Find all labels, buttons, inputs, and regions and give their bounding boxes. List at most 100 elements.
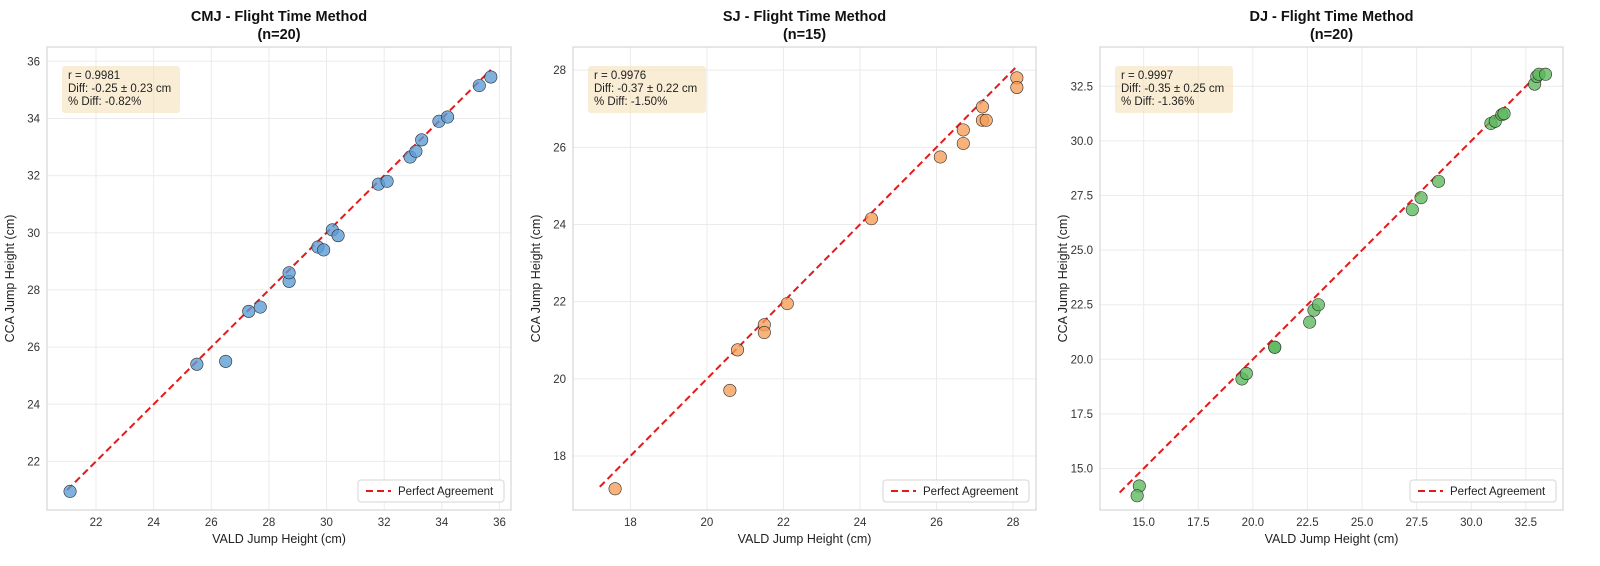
data-point <box>979 113 993 127</box>
data-point <box>1010 81 1024 95</box>
data-point <box>1130 489 1144 503</box>
y-tick-label: 34 <box>27 113 40 125</box>
data-point <box>253 300 267 314</box>
data-point <box>380 174 394 188</box>
y-tick-label: 32.5 <box>1071 81 1093 93</box>
x-tick-label: 30 <box>320 517 333 529</box>
data-point <box>723 383 737 397</box>
y-tick-label: 15.0 <box>1071 464 1093 476</box>
x-tick-label: 22 <box>777 517 790 529</box>
y-tick-label: 32 <box>27 171 40 183</box>
stats-line: r = 0.9997 <box>1121 70 1173 82</box>
x-tick-label: 17.5 <box>1187 517 1209 529</box>
data-point <box>1497 107 1511 121</box>
data-point <box>757 326 771 340</box>
x-tick-label: 28 <box>263 517 276 529</box>
y-axis-label: CCA Jump Height (cm) <box>1056 215 1070 343</box>
y-tick-label: 36 <box>27 56 40 68</box>
y-tick-label: 25.0 <box>1071 245 1093 257</box>
data-point <box>484 70 498 84</box>
x-tick-label: 24 <box>147 517 160 529</box>
data-point <box>219 354 233 368</box>
y-tick-label: 18 <box>553 451 566 463</box>
x-tick-label: 24 <box>854 517 867 529</box>
plot-frame <box>46 46 512 511</box>
y-tick-label: 24 <box>27 399 40 411</box>
chart-title: DJ - Flight Time Method <box>1249 9 1413 25</box>
x-tick-label: 30.0 <box>1460 517 1482 529</box>
data-point <box>331 229 345 243</box>
y-tick-label: 27.5 <box>1071 191 1093 203</box>
data-point <box>780 297 794 311</box>
stats-box <box>62 66 180 113</box>
data-point <box>409 144 423 158</box>
x-tick-label: 20.0 <box>1242 517 1264 529</box>
y-tick-label: 22 <box>553 297 566 309</box>
x-tick-label: 25.0 <box>1351 517 1373 529</box>
data-point <box>1268 340 1282 354</box>
data-point <box>956 136 970 150</box>
legend-box <box>882 479 1030 503</box>
data-point <box>317 243 331 257</box>
x-axis-label: VALD Jump Height (cm) <box>738 532 872 546</box>
y-tick-label: 26 <box>27 342 40 354</box>
data-point <box>1539 67 1553 81</box>
x-tick-label: 22.5 <box>1296 517 1318 529</box>
x-axis-label: VALD Jump Height (cm) <box>212 532 346 546</box>
chart-panel-3: 15.0 17.5 20.0 22.5 25.0 27.5 30.0 32.5 15.0 17.5… <box>1056 9 1564 546</box>
data-point <box>975 100 989 114</box>
data-point <box>190 357 204 371</box>
stats-line: Diff: -0.25 ± 0.23 cm <box>68 83 171 95</box>
x-tick-label: 28 <box>1007 517 1020 529</box>
x-tick-label: 26 <box>930 517 943 529</box>
data-point <box>1311 298 1325 312</box>
x-tick-label: 20 <box>701 517 714 529</box>
chart-panel-2: 18 20 22 24 26 28 18 20 22 24 26 28 VALD Jump Height… <box>529 9 1037 546</box>
stats-box <box>1115 66 1233 113</box>
legend-label: Perfect Agreement <box>398 486 494 498</box>
chart-subtitle: (n=15) <box>783 27 826 43</box>
data-point <box>441 110 455 124</box>
legend-label: Perfect Agreement <box>923 486 1019 498</box>
stats-box <box>588 66 706 113</box>
x-tick-label: 32 <box>378 517 391 529</box>
data-point <box>63 484 77 498</box>
legend-box <box>1409 479 1557 503</box>
x-tick-label: 26 <box>205 517 218 529</box>
y-tick-label: 30 <box>27 228 40 240</box>
y-tick-label: 28 <box>553 65 566 77</box>
perfect-agreement-line <box>1118 68 1545 494</box>
data-point <box>864 212 878 226</box>
stats-line: % Diff: -0.82% <box>68 96 141 108</box>
data-point <box>242 304 256 318</box>
y-tick-label: 17.5 <box>1071 409 1093 421</box>
y-tick-label: 28 <box>27 285 40 297</box>
chart-title: CMJ - Flight Time Method <box>191 9 367 25</box>
x-axis-label: VALD Jump Height (cm) <box>1265 532 1399 546</box>
legend-box <box>357 479 505 503</box>
y-axis-label: CCA Jump Height (cm) <box>3 215 17 343</box>
stats-line: r = 0.9976 <box>594 70 646 82</box>
data-point <box>415 133 429 147</box>
data-point <box>956 123 970 137</box>
chart-panel-1: 22 24 26 28 30 32 34 36 22 24 26 28 30 32 34 36 VALD Jum… <box>3 9 512 546</box>
y-tick-label: 24 <box>553 219 566 231</box>
data-point <box>1432 174 1446 188</box>
chart-subtitle: (n=20) <box>1310 27 1353 43</box>
data-point <box>282 266 296 280</box>
x-tick-label: 32.5 <box>1515 517 1537 529</box>
x-tick-label: 18 <box>624 517 637 529</box>
data-point <box>1239 367 1253 381</box>
y-tick-label: 26 <box>553 142 566 154</box>
y-tick-label: 20 <box>553 374 566 386</box>
x-tick-label: 15.0 <box>1132 517 1154 529</box>
plot-frame <box>572 46 1037 511</box>
plot-frame <box>1099 46 1564 511</box>
stats-line: % Diff: -1.36% <box>1121 96 1194 108</box>
data-point <box>472 79 486 93</box>
stats-line: Diff: -0.35 ± 0.25 cm <box>1121 83 1224 95</box>
stats-line: r = 0.9981 <box>68 70 120 82</box>
data-point <box>1303 315 1317 329</box>
y-tick-label: 30.0 <box>1071 136 1093 148</box>
